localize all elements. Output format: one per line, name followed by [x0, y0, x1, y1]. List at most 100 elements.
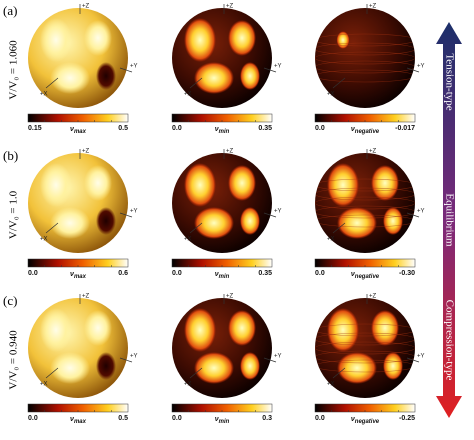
axis-label: +Y [274, 64, 282, 70]
axis-y [263, 212, 277, 218]
axis-label: +X [327, 382, 335, 388]
colorbar-max: -0.25 [399, 415, 415, 422]
axis-x [45, 367, 59, 379]
pattern-blob [194, 207, 234, 239]
subscript: max [74, 419, 87, 425]
sphere [315, 8, 415, 108]
ring [315, 42, 415, 56]
colorbar-variable: νmax [70, 271, 87, 280]
axis-label: +Z [82, 149, 90, 155]
axis-x [332, 222, 346, 234]
ring [315, 332, 415, 346]
axis-label: +Y [274, 354, 282, 360]
symbol: ν [351, 416, 355, 423]
axis-x [189, 222, 203, 234]
axis-label: +X [40, 382, 48, 388]
pattern-blob [184, 18, 216, 62]
colorbar-min: 0.0 [172, 125, 182, 132]
pattern-blob [327, 308, 359, 352]
symbol: ν [351, 271, 355, 278]
panel-label: (c) [3, 293, 17, 308]
pattern-blob [96, 62, 116, 90]
ring [315, 33, 415, 47]
axis-label: +Y [417, 354, 425, 360]
sphere-pattern [40, 18, 116, 94]
symbol: ν [215, 416, 219, 423]
pattern-blob [50, 207, 90, 239]
axis-y [119, 67, 133, 73]
axis-label: +Z [369, 149, 377, 155]
sphere [172, 8, 272, 108]
axis-label: +Y [130, 354, 138, 360]
subscript: negative [355, 274, 380, 280]
pattern-blob [240, 207, 260, 235]
symbol: ν [215, 271, 219, 278]
axis-y [119, 357, 133, 363]
pattern-blob [337, 207, 377, 239]
axis-y [406, 357, 420, 363]
ring [315, 69, 415, 83]
colorbar-variable: νmin [215, 416, 230, 425]
subscript: negative [355, 419, 380, 425]
pattern-blob [337, 352, 377, 384]
ring [315, 60, 415, 74]
panel-label: (a) [3, 3, 17, 18]
subscript: min [219, 419, 230, 425]
axis-label: +Z [369, 4, 377, 10]
ring [315, 341, 415, 355]
axis-y [406, 67, 420, 73]
volume-ratio: V/V₀ = 1.0 [8, 190, 20, 239]
subscript: min [219, 129, 230, 135]
pattern-blob [383, 352, 403, 380]
axis-label: +Y [130, 64, 138, 70]
axis-label: +X [40, 237, 48, 243]
colorbar-max: -0.017 [395, 125, 415, 132]
axis-y [406, 212, 420, 218]
sphere-pattern [315, 308, 415, 384]
arrow-label: Compression-type [443, 300, 455, 381]
colorbar-max: 0.3 [262, 415, 272, 422]
ring [315, 187, 415, 201]
pattern-blob [228, 20, 256, 56]
axis-label: +X [327, 92, 335, 98]
symbol: ν [215, 126, 219, 133]
symbol: ν [351, 126, 355, 133]
sphere [172, 153, 272, 253]
pattern-blob [96, 207, 116, 235]
symbol: ν [70, 416, 74, 423]
pattern-blob [40, 18, 72, 62]
colorbar-max: 0.6 [118, 270, 128, 277]
colorbar-variable: νnegative [351, 271, 380, 280]
colorbar-max: 0.35 [258, 270, 272, 277]
colorbar-variable: νmin [215, 271, 230, 280]
sphere-pattern [315, 31, 415, 83]
pattern-blob [84, 165, 112, 201]
axis-label: +Y [130, 209, 138, 215]
pattern-blob [371, 310, 399, 346]
colorbar-variable: νmin [215, 126, 230, 135]
volume-ratio: V/V₀ = 0.940 [8, 330, 20, 390]
axis-label: +Y [274, 209, 282, 215]
axis-x [332, 77, 346, 89]
pattern-blob [96, 352, 116, 380]
axis-label: +Z [226, 149, 234, 155]
colorbar-max: -0.30 [399, 270, 415, 277]
axis-label: +X [327, 237, 335, 243]
sphere [28, 153, 128, 253]
axis-label: +Z [226, 4, 234, 10]
axis-x [45, 77, 59, 89]
colorbar-max: 0.5 [118, 415, 128, 422]
axis-y [263, 67, 277, 73]
ring [315, 350, 415, 364]
pattern-blob [84, 20, 112, 56]
sphere [315, 153, 415, 253]
ring [315, 323, 415, 337]
pattern-blob [240, 352, 260, 380]
axis-label: +X [184, 237, 192, 243]
pattern-blob [371, 165, 399, 201]
sphere [315, 298, 415, 398]
subscript: negative [355, 129, 380, 135]
colorbar-variable: νnegative [351, 126, 380, 135]
axis-label: +Z [369, 294, 377, 300]
